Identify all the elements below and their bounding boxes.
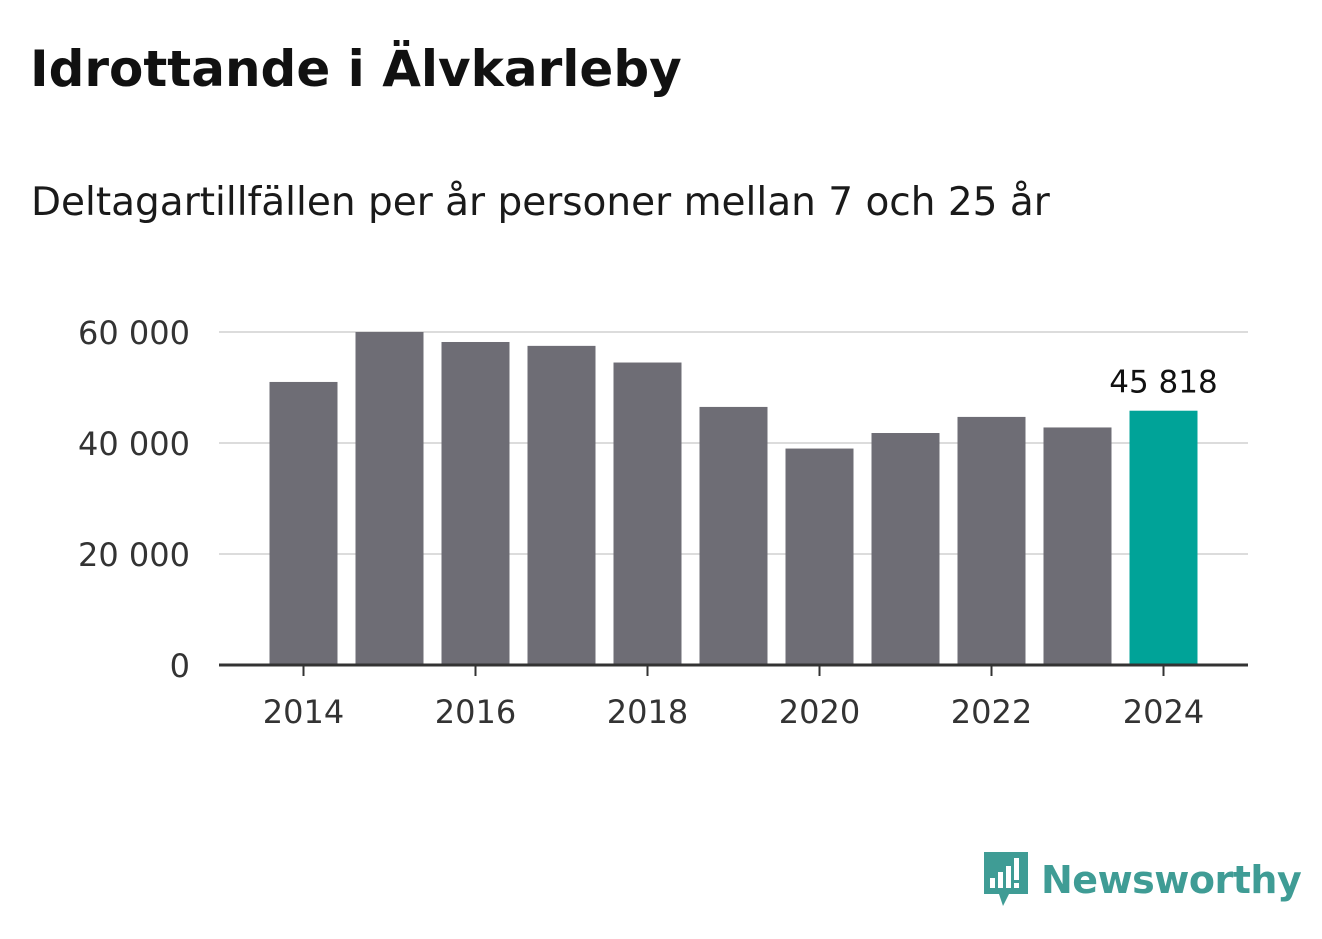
- bar-2023: [1043, 427, 1112, 665]
- brand-logo: Newsworthy: [981, 850, 1302, 910]
- bar-2019: [699, 406, 768, 665]
- x-tick-label: 2016: [435, 693, 516, 731]
- y-tick-label: 20 000: [78, 536, 190, 574]
- y-tick-label: 0: [170, 647, 190, 685]
- bar-2021: [871, 433, 940, 665]
- labels: 0 20 000 40 000 60 000 45 818 2014 2016 2018 202…: [78, 314, 1218, 731]
- bar-2014: [269, 381, 338, 665]
- bars: [269, 332, 1198, 665]
- bar-2016: [441, 341, 510, 665]
- x-tick-label: 2024: [1123, 693, 1204, 731]
- axes: [219, 663, 1248, 676]
- x-tick-label: 2018: [607, 693, 688, 731]
- bar-2020: [785, 448, 854, 665]
- newsworthy-logo-icon: [984, 852, 1028, 906]
- brand-name: Newsworthy: [1041, 858, 1302, 902]
- bar-2018: [613, 362, 682, 665]
- y-tick-label: 60 000: [78, 314, 190, 352]
- bar-2024: [1129, 410, 1198, 665]
- chart-title: Idrottande i Älvkarleby: [30, 40, 682, 98]
- highlight-value-label: 45 818: [1109, 365, 1217, 401]
- y-tick-label: 40 000: [78, 425, 190, 463]
- bar-2022: [957, 416, 1026, 665]
- x-tick-label: 2022: [951, 693, 1032, 731]
- chart-subtitle: Deltagartillfällen per år personer mella…: [31, 180, 1050, 225]
- bar-2015: [355, 332, 424, 665]
- x-tick-label: 2014: [263, 693, 344, 731]
- bar-2017: [527, 345, 596, 665]
- x-tick-label: 2020: [779, 693, 860, 731]
